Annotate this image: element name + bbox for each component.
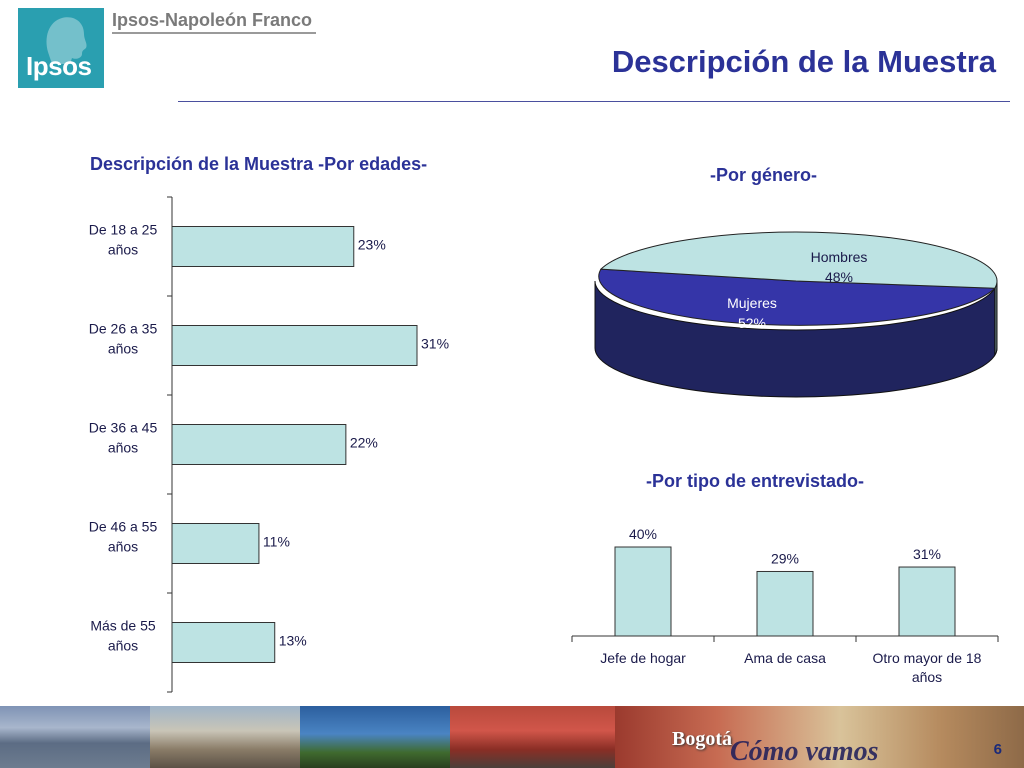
age-category-label: años [108,539,138,555]
type-value-label: 31% [913,546,941,562]
men-slice-value: 48% [825,269,853,285]
age-category-label: De 36 a 45 [89,420,158,436]
age-bar [171,424,347,465]
men-side-wall [994,280,998,358]
head-silhouette-icon [46,17,87,64]
men-slice [599,231,998,289]
age-bar-chart: 23% De 18 a 25 años 31% De 26 a 35 años 22% De … [89,196,449,693]
age-value-label: 22% [350,435,378,451]
age-bar [171,622,276,663]
company-name: Ipsos-Napoleón Franco [112,10,313,30]
hill-church-photo [300,706,450,768]
type-chart-title: -Por tipo de entrevistado- [646,471,865,491]
age-category-label: años [108,341,138,357]
title-divider [178,101,1010,102]
type-category-label: Ama de casa [744,650,826,666]
type-category-label: Jefe de hogar [600,650,686,666]
age-value-label: 23% [358,237,386,253]
gender-pie-chart: Hombres 48% Mujeres 52% [594,231,998,398]
age-category-label: De 18 a 25 [89,222,158,238]
age-category-label: años [108,638,138,654]
type-category-label: Otro mayor de 18 [873,650,982,666]
women-slice [598,268,996,326]
type-value-label: 29% [771,550,799,566]
type-bar [898,566,956,637]
age-category-label: años [108,440,138,456]
women-slice-value: 52% [738,315,766,331]
city-skyline-photo [0,706,150,768]
ipsos-logo: Ipsos [18,8,104,88]
banner-como-vamos-text: Cómo vamos [730,736,879,767]
age-chart-title: Descripción de la Muestra -Por edades- [90,154,428,174]
age-bar [171,325,418,366]
type-bar [614,546,672,637]
page-number: 6 [993,741,1002,758]
people-collage-photo [615,706,1024,768]
age-value-label: 31% [421,336,449,352]
gender-chart-title: -Por género- [710,165,818,185]
type-category-label: años [912,669,942,685]
page-title: Descripción de la Muestra [611,44,996,79]
age-category-label: De 46 a 55 [89,519,158,535]
type-bar-chart: 40% Jefe de hogar 29% Ama de casa 31% Otro ma… [571,526,999,685]
age-value-label: 13% [279,633,307,649]
logo-word: Ipsos [26,51,92,81]
age-category-label: Más de 55 [90,618,156,634]
age-bar [171,523,260,564]
type-bar [756,570,814,637]
building-photo [150,706,300,768]
age-value-label: 11% [263,534,290,550]
age-bar [171,226,355,267]
type-value-label: 40% [629,526,657,542]
company-underline [112,32,316,34]
banner-bogota-text: Bogotá [672,728,732,750]
men-slice-name: Hombres [811,249,868,265]
bus-photo [450,706,615,768]
age-category-label: De 26 a 35 [89,321,158,337]
women-slice-name: Mujeres [727,295,777,311]
age-category-label: años [108,242,138,258]
